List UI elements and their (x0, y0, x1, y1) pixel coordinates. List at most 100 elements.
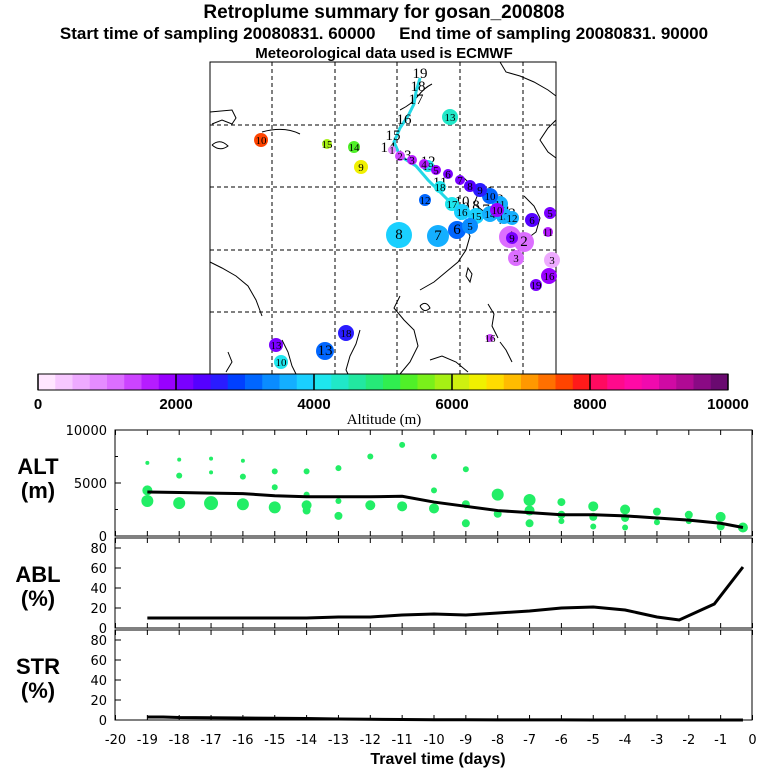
cluster-day-label: 15 (322, 139, 334, 151)
alt-cluster-point (590, 523, 597, 530)
colorbar-swatch (486, 374, 505, 390)
alt-cluster-point (525, 519, 534, 528)
colorbar-swatch (176, 374, 194, 390)
cluster-day-label: 5 (547, 208, 553, 220)
colorbar-tick-label: 4000 (297, 396, 330, 413)
colorbar-tick-label: 10000 (707, 396, 749, 413)
abl-y-tick-label: 0 (99, 622, 107, 637)
colorbar-tick-label: 2000 (159, 396, 192, 413)
colorbar-swatch (314, 374, 332, 390)
cluster-circle (508, 250, 524, 266)
abl-y-tick-label: 60 (90, 562, 107, 577)
x-axis-label: Travel time (days) (370, 751, 505, 768)
cluster-circle (338, 325, 354, 341)
alt-cluster-point (209, 470, 214, 475)
colorbar-swatch (227, 374, 246, 390)
track-day-label: 16 (397, 112, 413, 128)
cluster-circle (316, 342, 334, 360)
alt-cluster-point (334, 511, 343, 520)
cluster-day-label: 5 (433, 165, 439, 177)
alt-cluster-point (240, 458, 245, 463)
alt-cluster-point (491, 488, 504, 501)
cluster-day-label: 18 (341, 328, 353, 340)
cluster-circle (354, 160, 368, 174)
str-y-tick-label: 60 (90, 654, 107, 669)
colorbar-swatch (590, 374, 608, 390)
str-y-tick-label: 40 (90, 674, 107, 689)
cluster-circle (530, 279, 542, 291)
chart-title: Retroplume summary for gosan_200808 (203, 2, 565, 23)
alt-cluster-point (462, 466, 469, 473)
alt-cluster-point (209, 456, 214, 461)
cluster-circle (541, 268, 557, 284)
cluster-circle (274, 355, 288, 369)
cluster-day-label: 6 (453, 222, 461, 238)
colorbar-swatch (72, 374, 91, 390)
cluster-day-label: 10 (485, 191, 497, 203)
alt-cluster-point (302, 506, 311, 515)
map-coastlines (209, 61, 557, 375)
colorbar-tick-label: 8000 (573, 396, 606, 413)
cluster-circle (395, 151, 405, 161)
x-tick-label: -8 (491, 733, 504, 748)
cluster-day-label: 16 (485, 333, 497, 345)
cluster-day-label: 4 (421, 159, 427, 171)
cluster-circle (473, 183, 487, 197)
alt-cluster-point (173, 497, 186, 510)
cluster-day-label: 16 (544, 271, 556, 283)
altitude-colorbar: 0 2000 4000 6000 8000 10000 (34, 373, 749, 413)
alt-cluster-point (367, 453, 374, 460)
x-tick-label: -15 (264, 733, 285, 748)
cluster-day-label: 6 (445, 169, 451, 181)
cluster-day-label: 13 (499, 211, 511, 223)
colorbar-swatch (89, 374, 108, 390)
cluster-day-label: 17 (447, 199, 459, 211)
alt-cluster-point (335, 498, 342, 505)
alt-cluster-point (176, 472, 183, 479)
alt-cluster-point (335, 465, 342, 472)
cluster-circle (454, 204, 470, 220)
alt-cluster-point (271, 484, 278, 491)
colorbar-swatch (38, 374, 56, 390)
alt-cluster-point (142, 485, 153, 496)
colorbar-swatch (521, 374, 539, 390)
alt-cluster-point (271, 468, 278, 475)
alt-cluster-point (145, 460, 150, 465)
cluster-circle (348, 141, 360, 153)
x-tick-label: -11 (392, 733, 413, 748)
cluster-circle (544, 207, 556, 219)
cluster-day-label: 10 (492, 205, 504, 217)
x-tick-label: -19 (137, 733, 158, 748)
abl-y-tick-label: 80 (90, 542, 107, 557)
track-day-label: 18 (411, 79, 426, 95)
alt-cluster-point (141, 495, 154, 508)
cluster-day-label: 14 (349, 142, 361, 154)
cluster-day-label: 9 (509, 233, 515, 245)
x-tick-label: -7 (523, 733, 536, 748)
cluster-circle (455, 175, 465, 185)
cluster-circle (419, 194, 431, 206)
alt-cluster-point (365, 500, 376, 511)
cluster-day-label: 3 (409, 155, 415, 167)
colorbar-swatch (710, 374, 729, 390)
cluster-circle (462, 218, 478, 234)
str-y-tick-label: 20 (90, 694, 107, 709)
alt-cluster-point (177, 457, 182, 462)
alt-cluster-point (588, 501, 599, 512)
cluster-day-label: 13 (318, 343, 333, 359)
x-tick-label: 0 (748, 733, 756, 748)
cluster-day-label: 3 (549, 255, 555, 267)
cluster-circle (490, 203, 504, 217)
cluster-day-label: 2 (520, 234, 528, 250)
x-tick-label: -9 (459, 733, 472, 748)
cluster-day-label: 11 (543, 227, 554, 239)
cluster-circle (505, 211, 519, 225)
colorbar-swatch (279, 374, 298, 390)
cluster-day-label: 1 (389, 145, 395, 157)
x-tick-label: -20 (105, 733, 126, 748)
alt-cluster-point (399, 441, 406, 448)
x-tick-label: -2 (682, 733, 695, 748)
alt-y-tick-label: 5000 (74, 477, 107, 492)
x-tick-label: -1 (714, 733, 727, 748)
colorbar-tick-label: 6000 (435, 396, 468, 413)
